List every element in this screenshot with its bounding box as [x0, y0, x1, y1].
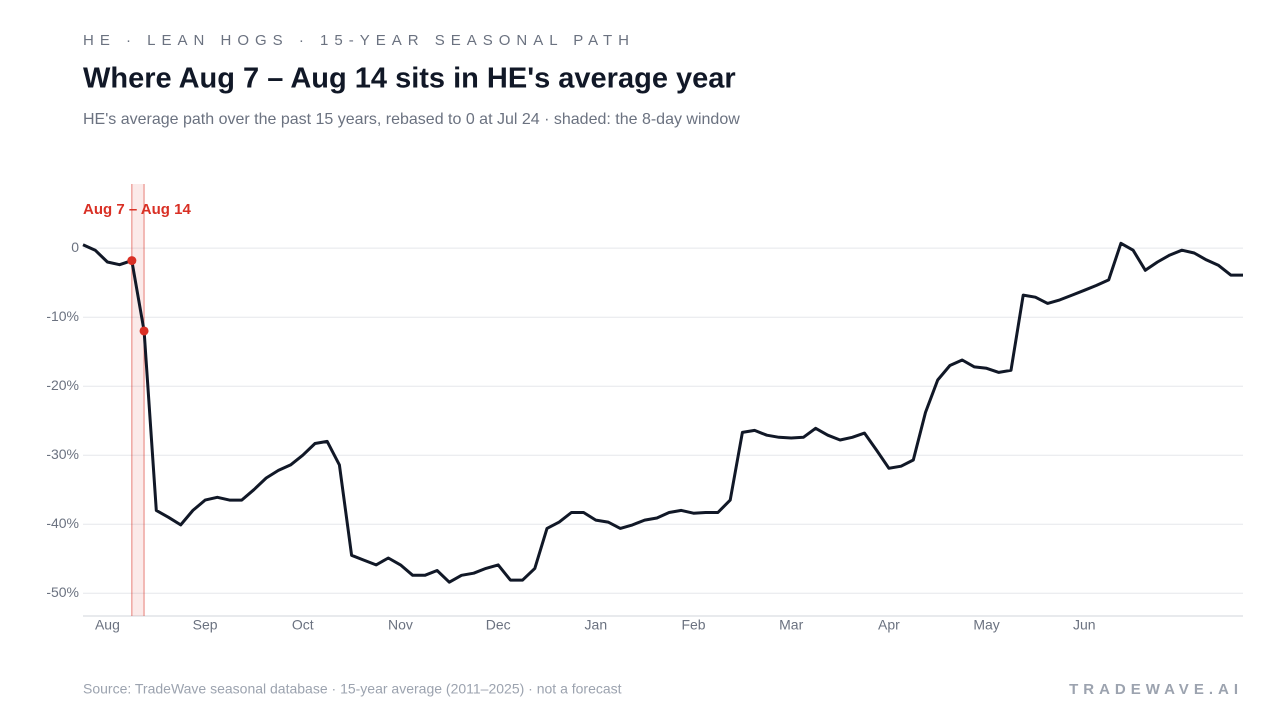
- window-point: [139, 326, 149, 336]
- x-tick-label: Aug: [95, 617, 120, 633]
- window-point: [127, 256, 137, 266]
- x-tick-label: Oct: [292, 617, 314, 633]
- y-tick-label: -10%: [46, 308, 79, 324]
- window-shade: [131, 184, 145, 616]
- x-tick-label: Jun: [1073, 617, 1096, 633]
- subtitle: HE's average path over the past 15 years…: [83, 111, 740, 128]
- y-tick-label: -40%: [46, 515, 79, 531]
- source: Source: TradeWave seasonal database · 15…: [83, 681, 622, 697]
- x-tick-label: Dec: [486, 617, 511, 633]
- kicker: HE · LEAN HOGS · 15-YEAR SEASONAL PATH: [83, 32, 635, 49]
- y-tick-label: -50%: [46, 584, 79, 600]
- window-label: Aug 7 – Aug 14: [83, 201, 191, 218]
- x-tick-label: Apr: [878, 617, 900, 633]
- brand: TRADEWAVE.AI: [1069, 681, 1243, 698]
- y-tick-label: -20%: [46, 377, 79, 393]
- chart-title: Where Aug 7 – Aug 14 sits in HE's averag…: [83, 63, 736, 95]
- series-line: [82, 241, 1243, 584]
- y-tick-label: 0: [71, 239, 79, 255]
- x-tick-label: Feb: [681, 617, 705, 633]
- x-tick-label: Nov: [388, 617, 413, 633]
- x-tick-label: Sep: [193, 617, 218, 633]
- x-tick-label: Jan: [585, 617, 608, 633]
- x-tick-label: Mar: [779, 617, 803, 633]
- y-tick-label: -30%: [46, 446, 79, 462]
- x-tick-label: May: [973, 617, 999, 633]
